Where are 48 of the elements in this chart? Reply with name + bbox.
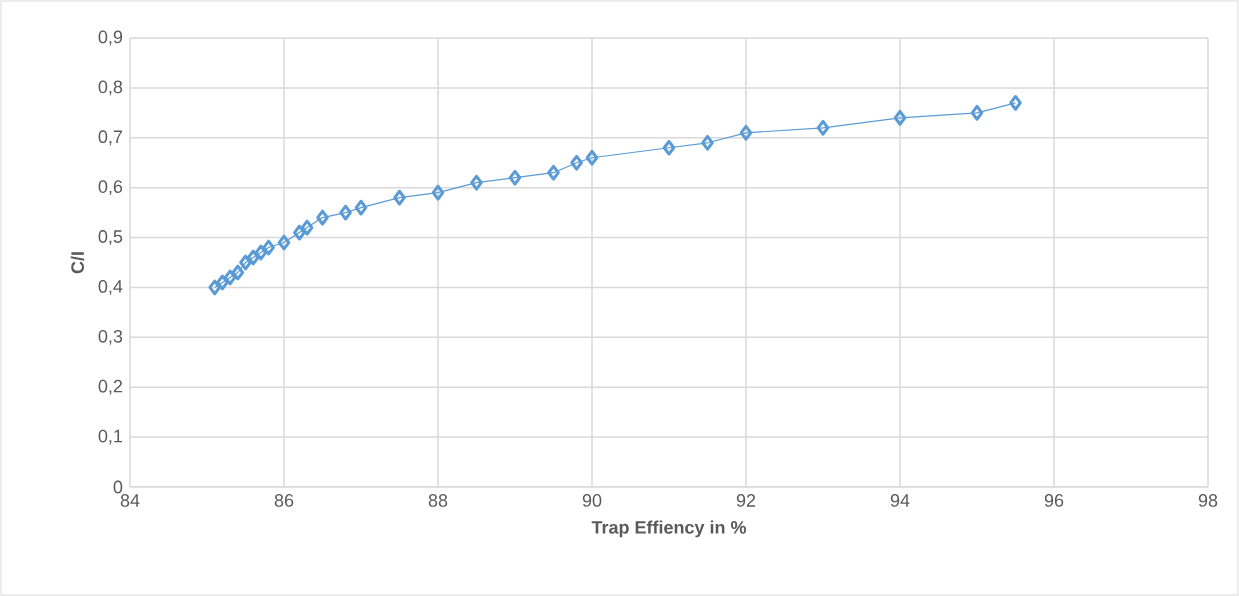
point bbox=[223, 269, 237, 286]
x-tick-label: 86 bbox=[274, 494, 294, 507]
point bbox=[570, 154, 583, 171]
point bbox=[739, 124, 753, 141]
point bbox=[316, 209, 329, 226]
x-tick-label: 94 bbox=[890, 494, 910, 507]
point bbox=[216, 274, 229, 291]
point bbox=[431, 184, 445, 201]
point bbox=[339, 204, 352, 221]
x-axis-title: Trap Effiency in % bbox=[591, 520, 747, 538]
point bbox=[893, 109, 907, 126]
point bbox=[816, 119, 830, 136]
x-tick-label: 96 bbox=[1044, 494, 1064, 507]
point bbox=[231, 264, 245, 281]
point bbox=[1009, 94, 1022, 111]
y-tick-label: 0,5 bbox=[98, 230, 123, 245]
y-tick-label: 0,9 bbox=[98, 30, 123, 46]
y-tick-label: 0,1 bbox=[98, 429, 123, 445]
y-tick-label: 0,2 bbox=[98, 379, 123, 395]
y-tick-label: 0,8 bbox=[98, 80, 123, 96]
y-axis-title: C/I bbox=[70, 252, 85, 274]
x-tick-label: 84 bbox=[120, 494, 140, 507]
x-tick-label: 90 bbox=[582, 494, 602, 507]
point bbox=[547, 164, 560, 181]
point bbox=[208, 279, 221, 296]
point bbox=[662, 139, 676, 156]
point bbox=[354, 199, 368, 216]
x-tick-label: 98 bbox=[1198, 494, 1218, 507]
point bbox=[262, 239, 275, 256]
x-tick-label: 88 bbox=[428, 494, 448, 507]
y-tick-label: 0,3 bbox=[98, 329, 123, 345]
y-tick-label: 0,6 bbox=[98, 180, 123, 196]
point bbox=[393, 189, 406, 206]
y-tick-label: 0,7 bbox=[98, 130, 123, 146]
point bbox=[300, 219, 314, 236]
point bbox=[701, 134, 714, 151]
point bbox=[246, 249, 260, 266]
x-tick-label: 92 bbox=[736, 494, 756, 507]
point bbox=[293, 224, 306, 241]
point bbox=[970, 104, 984, 121]
point bbox=[277, 234, 291, 251]
point bbox=[585, 149, 599, 166]
point bbox=[508, 169, 522, 186]
point bbox=[254, 244, 268, 261]
point bbox=[239, 254, 252, 271]
y-tick-label: 0 bbox=[113, 480, 123, 494]
point bbox=[470, 174, 483, 191]
y-tick-label: 0,4 bbox=[98, 280, 123, 295]
